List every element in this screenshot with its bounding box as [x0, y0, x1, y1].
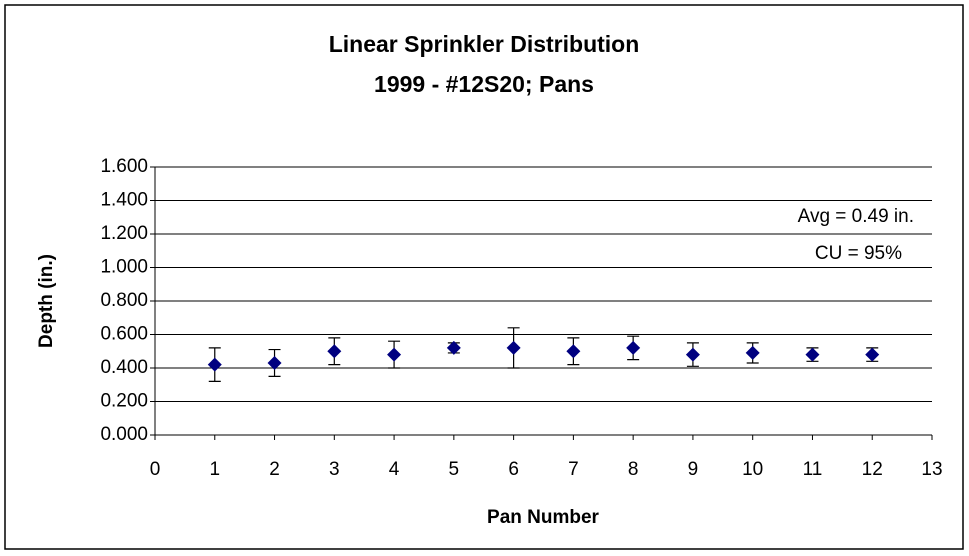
x-tick-label: 5	[449, 459, 460, 480]
point	[446, 340, 461, 355]
point	[745, 345, 760, 360]
x-tick-label: 11	[803, 459, 823, 480]
y-tick-label: 1.600	[100, 156, 148, 177]
y-tick-label: 0.400	[100, 357, 148, 378]
y-tick-label: 0.800	[100, 290, 148, 311]
point	[805, 347, 820, 362]
point	[327, 344, 342, 359]
x-tick-label: 9	[688, 459, 699, 480]
y-tick-label: 0.200	[100, 391, 148, 412]
point	[566, 344, 581, 359]
x-tick-label: 12	[862, 459, 883, 480]
x-tick-label: 7	[568, 459, 579, 480]
chart-frame	[4, 4, 964, 550]
annotation: Avg = 0.49 in.	[798, 206, 914, 227]
x-tick-label: 4	[389, 459, 400, 480]
x-tick-label: 13	[921, 459, 942, 480]
y-tick-label: 1.400	[100, 190, 148, 211]
y-tick-label: 1.000	[100, 257, 148, 278]
y-tick-label: 1.200	[100, 223, 148, 244]
x-tick-label: 0	[150, 459, 161, 480]
chart-title: Linear Sprinkler Distribution	[329, 31, 640, 57]
chart-subtitle: 1999 - #12S20; Pans	[374, 71, 594, 97]
point	[267, 355, 282, 370]
annotation: CU = 95%	[815, 243, 902, 264]
x-tick-label: 2	[269, 459, 280, 480]
x-tick-label: 6	[508, 459, 519, 480]
x-axis-label: Pan Number	[487, 507, 600, 528]
point	[387, 347, 402, 362]
point	[685, 347, 700, 362]
point	[865, 347, 880, 362]
y-tick-label: 0.600	[100, 324, 148, 345]
y-axis-label: Depth (in.)	[36, 254, 57, 348]
x-tick-label: 10	[742, 459, 763, 480]
x-tick-label: 1	[209, 459, 220, 480]
point	[506, 340, 521, 355]
y-tick-label: 0.000	[100, 424, 148, 445]
point	[626, 340, 641, 355]
point	[207, 357, 222, 372]
x-tick-label: 3	[329, 459, 340, 480]
x-tick-label: 8	[628, 459, 639, 480]
